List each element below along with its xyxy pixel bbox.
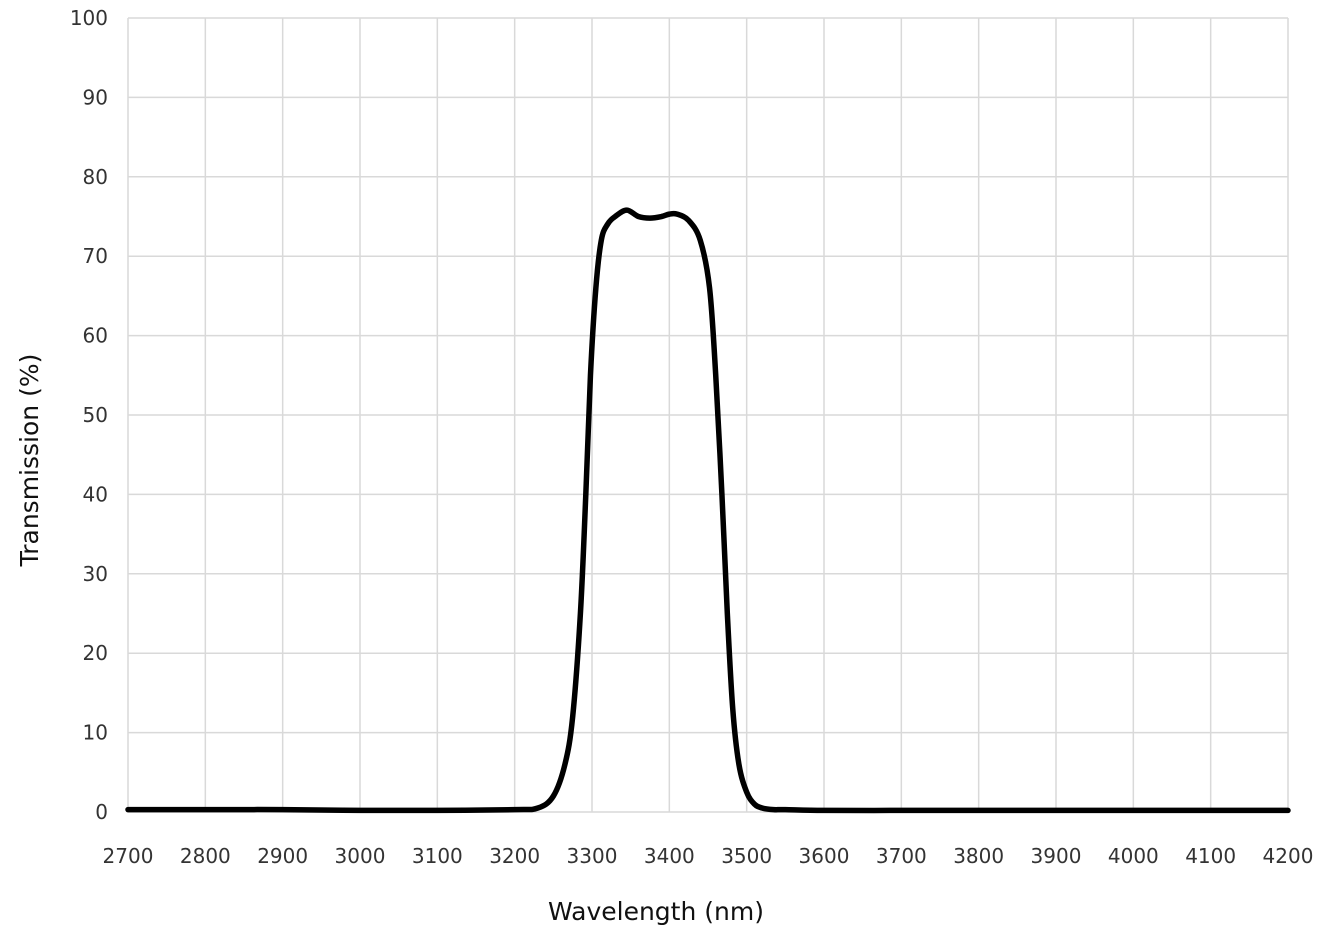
- y-tick-label: 70: [83, 244, 108, 268]
- y-tick-label: 0: [95, 800, 108, 824]
- x-tick-label: 3500: [721, 844, 772, 868]
- x-tick-label: 2800: [180, 844, 231, 868]
- x-tick-label: 4000: [1108, 844, 1159, 868]
- y-tick-label: 100: [70, 6, 108, 30]
- y-tick-label: 20: [83, 641, 108, 665]
- x-tick-label: 3900: [1031, 844, 1082, 868]
- x-axis-title: Wavelength (nm): [548, 897, 764, 926]
- x-tick-label: 3100: [412, 844, 463, 868]
- x-tick-label: 3200: [489, 844, 540, 868]
- x-tick-label: 3400: [644, 844, 695, 868]
- x-tick-label: 2900: [257, 844, 308, 868]
- y-tick-label: 50: [83, 403, 108, 427]
- x-tick-label: 3600: [799, 844, 850, 868]
- chart-series: [125, 207, 1291, 814]
- y-tick-label: 80: [83, 165, 108, 189]
- x-tick-label: 3800: [953, 844, 1004, 868]
- x-tick-label: 4100: [1185, 844, 1236, 868]
- x-tick-label: 3000: [335, 844, 386, 868]
- y-tick-label: 40: [83, 482, 108, 506]
- x-tick-label: 4200: [1263, 844, 1314, 868]
- y-tick-label: 90: [83, 85, 108, 109]
- y-tick-label: 60: [83, 324, 108, 348]
- chart-grid: [127, 17, 1289, 813]
- x-tick-label: 3300: [567, 844, 618, 868]
- x-tick-label: 3700: [876, 844, 927, 868]
- x-tick-label: 2700: [103, 844, 154, 868]
- y-tick-label: 10: [83, 721, 108, 745]
- y-axis-title: Transmission (%): [15, 354, 44, 568]
- transmission-series-line: [125, 207, 1291, 814]
- y-tick-labels: 0 10 20 30 40 50 60 70 80 90 100: [70, 6, 108, 824]
- x-tick-labels: 2700 2800 2900 3000 3100 3200 3300 3400 3500 3600…: [103, 844, 1314, 868]
- y-tick-label: 30: [83, 562, 108, 586]
